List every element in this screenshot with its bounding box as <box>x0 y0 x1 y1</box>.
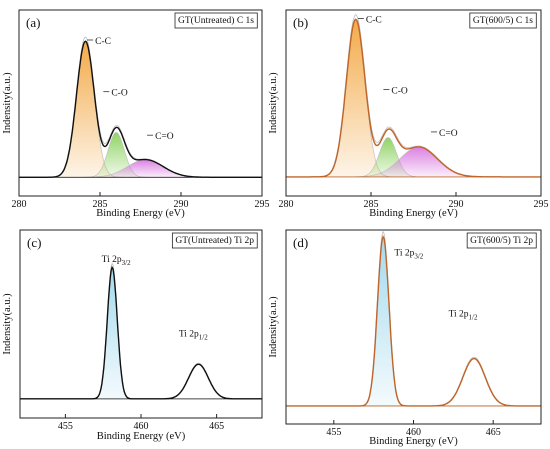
panel-b: 280 285 290 295 Binding Energy (eV) Indensity… <box>268 9 549 219</box>
raw-spectrum-line <box>20 262 262 400</box>
envelope-line <box>19 40 262 178</box>
panel-d: 455 460 465 Binding Energy (eV) Indensity(a.… <box>268 229 542 447</box>
x-tick-label: 295 <box>534 199 549 210</box>
x-tick-label: 460 <box>406 427 421 438</box>
x-axis-label: Binding Energy (eV) <box>97 431 186 442</box>
panel-title: GT(Untreated) Ti 2p <box>175 235 254 246</box>
x-tick-label: 280 <box>12 199 27 210</box>
component-peak-0 <box>286 236 541 407</box>
y-axis-label: Indensity(a.u.) <box>268 72 279 134</box>
panel-title-box <box>469 12 537 29</box>
component-peak-2 <box>286 146 541 178</box>
panel-title-box <box>171 232 258 249</box>
peak-label: C-O <box>391 86 408 96</box>
panel-title-box <box>466 232 537 249</box>
panel-title: GT(600/5) Ti 2p <box>470 235 533 246</box>
x-tick-label: 460 <box>134 421 149 432</box>
panel-title: GT(600/5) C 1s <box>473 15 533 26</box>
x-tick-label: 455 <box>326 427 341 438</box>
component-peak-2 <box>19 159 262 178</box>
x-tick-label: 290 <box>449 199 464 210</box>
raw-spectrum-line <box>19 36 262 178</box>
plot-frame <box>285 9 542 197</box>
x-axis-label: Binding Energy (eV) <box>369 208 458 219</box>
peak-label: C-O <box>111 89 128 99</box>
peak-label: Ti 2p1/2 <box>179 330 208 342</box>
peak-label: C-C <box>95 37 111 47</box>
envelope-line <box>20 265 262 400</box>
x-tick-label: 455 <box>58 421 73 432</box>
peak-label: Ti 2p3/2 <box>102 255 131 267</box>
y-axis-label: Indensity(a.u.) <box>2 293 13 355</box>
plot-frame <box>19 229 263 419</box>
peak-label: C=O <box>439 129 458 139</box>
peak-label: C-C <box>366 16 382 26</box>
panel-letter: (a) <box>26 15 40 30</box>
x-axis-label: Binding Energy (eV) <box>96 208 185 219</box>
peak-label: Ti 2p3/2 <box>394 248 423 260</box>
y-axis-label: Indensity(a.u.) <box>268 296 279 358</box>
peak-label: C=O <box>155 132 174 142</box>
panel-a: 280 285 290 295 Binding Energy (eV) Indensity… <box>2 9 270 219</box>
x-tick-label: 290 <box>174 199 189 210</box>
y-axis-label: Indensity(a.u.) <box>2 72 13 134</box>
envelope-line <box>286 235 541 407</box>
x-tick-label: 465 <box>209 421 224 432</box>
x-tick-label: 280 <box>279 199 294 210</box>
panel-letter: (d) <box>293 235 308 250</box>
component-peak-0 <box>20 266 262 400</box>
component-peak-1 <box>20 364 262 400</box>
peak-label: Ti 2p1/2 <box>449 309 478 321</box>
x-tick-label: 465 <box>486 427 501 438</box>
panel-letter: (c) <box>27 235 41 250</box>
panel-title-box <box>174 12 258 29</box>
x-tick-label: 295 <box>255 199 270 210</box>
component-peak-0 <box>19 40 262 178</box>
x-tick-label: 285 <box>364 199 379 210</box>
x-tick-label: 285 <box>93 199 108 210</box>
panel-letter: (b) <box>293 15 308 30</box>
plot-frame <box>18 9 263 197</box>
panel-c: 455 460 465 Binding Energy (eV) Indensity(a.… <box>2 229 263 442</box>
x-axis-label: Binding Energy (eV) <box>369 436 458 447</box>
panel-title: GT(Untreated) C 1s <box>178 15 254 26</box>
component-peak-1 <box>286 358 541 407</box>
